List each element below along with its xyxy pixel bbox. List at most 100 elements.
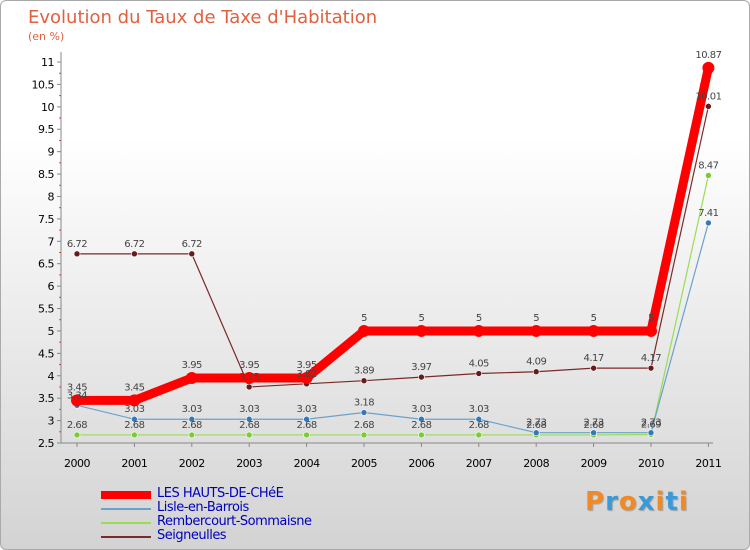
series-lines bbox=[76, 66, 713, 436]
data-label: 2.68 bbox=[526, 420, 546, 431]
data-point bbox=[702, 61, 715, 74]
data-label: 5 bbox=[533, 313, 539, 324]
data-point bbox=[185, 372, 198, 385]
data-point bbox=[188, 431, 196, 439]
chart-title: Evolution du Taux de Taxe d'Habitation bbox=[28, 7, 378, 28]
data-label: 5 bbox=[418, 313, 424, 324]
data-point bbox=[360, 431, 368, 439]
data-point bbox=[705, 103, 712, 110]
x-tick-label: 2002 bbox=[179, 457, 205, 470]
y-tick-label: 4.5 bbox=[38, 347, 54, 360]
legend-label: Seigneulles bbox=[157, 528, 227, 543]
data-point bbox=[587, 324, 600, 337]
data-point bbox=[245, 431, 253, 439]
y-tick-label: 4 bbox=[48, 370, 55, 383]
legend-swatch bbox=[101, 522, 151, 524]
data-label: 5 bbox=[476, 313, 482, 324]
data-point bbox=[705, 219, 712, 227]
data-label: 3.75 bbox=[239, 372, 259, 383]
data-labels: 3.45 3.45 3.95 3.95 3.95 5 5 5 5 5 5 10.87 3.34 3.03 3… bbox=[67, 50, 722, 431]
data-point bbox=[530, 324, 543, 337]
data-point bbox=[705, 172, 712, 179]
data-point bbox=[243, 372, 256, 385]
data-point bbox=[71, 394, 83, 407]
data-label: 3.82 bbox=[296, 369, 316, 380]
y-tick-label: 3 bbox=[48, 415, 55, 428]
y-tick-label: 6 bbox=[48, 280, 55, 293]
logo-letter: i bbox=[655, 487, 666, 517]
data-label: 4.05 bbox=[469, 359, 489, 370]
data-label: 2.68 bbox=[124, 420, 144, 431]
data-label: 3.95 bbox=[296, 360, 316, 371]
y-tick-label: 5.5 bbox=[38, 303, 54, 316]
axes: 2.5 3 3.5 4 4.5 5 5.5 6 6.5 7 7.5 8 8.5 9 9.5 10 10.5 11 2… bbox=[32, 52, 722, 470]
data-point bbox=[188, 250, 196, 258]
data-label: 2.73 bbox=[583, 418, 603, 429]
data-label: 2.68 bbox=[354, 420, 374, 431]
y-tick-label: 10 bbox=[41, 101, 54, 114]
y-tick-label: 10.5 bbox=[32, 78, 55, 91]
legend-label: Lisle-en-Barrois bbox=[157, 500, 249, 515]
data-point bbox=[645, 324, 657, 337]
data-label: 4.17 bbox=[583, 353, 603, 364]
y-tick-label: 6.5 bbox=[38, 258, 54, 271]
logo-letter: x bbox=[637, 487, 656, 517]
series-line-0 bbox=[77, 66, 713, 405]
data-label: 3.95 bbox=[239, 360, 259, 371]
data-point bbox=[73, 431, 81, 439]
logo-letter: i bbox=[678, 487, 689, 517]
legend-swatch bbox=[101, 491, 151, 499]
data-label: 2.73 bbox=[641, 418, 661, 429]
legend-label: LES HAUTS-DE-CHéE bbox=[157, 486, 284, 501]
series-line-2 bbox=[77, 175, 709, 436]
data-label: 2.68 bbox=[296, 420, 316, 431]
data-label: 2.69 bbox=[641, 419, 661, 430]
data-label: 2.68 bbox=[182, 420, 202, 431]
data-point bbox=[358, 324, 370, 337]
data-label: 10.87 bbox=[695, 50, 721, 61]
data-point bbox=[360, 409, 368, 416]
y-tick-label: 7 bbox=[48, 235, 55, 248]
data-label: 7.41 bbox=[698, 208, 718, 219]
logo-letter: t bbox=[665, 487, 679, 517]
data-label: 2.68 bbox=[67, 420, 87, 431]
x-tick-label: 2007 bbox=[466, 457, 492, 470]
y-tick-label: 9 bbox=[48, 146, 55, 159]
legend-swatch bbox=[101, 508, 151, 510]
x-tick-label: 2009 bbox=[581, 457, 607, 470]
data-label: 3.89 bbox=[354, 366, 374, 377]
data-point bbox=[415, 324, 428, 337]
x-tick-label: 2001 bbox=[121, 457, 147, 470]
legend-label: Rembercourt-Sommaisne bbox=[157, 514, 312, 529]
data-point bbox=[131, 431, 138, 439]
data-point bbox=[475, 370, 483, 377]
data-label: 4.17 bbox=[641, 353, 661, 364]
data-point bbox=[532, 429, 540, 436]
data-label: 3.95 bbox=[182, 360, 202, 371]
data-label: 5 bbox=[591, 313, 597, 324]
data-point bbox=[418, 415, 425, 423]
data-point bbox=[472, 324, 485, 337]
logo-letter: r bbox=[605, 487, 619, 517]
data-label: 3.34 bbox=[67, 390, 87, 401]
y-tick-label: 2.5 bbox=[38, 437, 54, 450]
data-point bbox=[131, 250, 138, 258]
data-label: 2.68 bbox=[239, 420, 259, 431]
data-point bbox=[647, 429, 655, 436]
data-point bbox=[128, 394, 141, 407]
data-label: 10.01 bbox=[695, 91, 721, 102]
x-tick-label: 2005 bbox=[351, 457, 377, 470]
y-tick-label: 3.5 bbox=[38, 392, 54, 405]
y-tick-label: 11 bbox=[41, 56, 54, 69]
data-label: 6.72 bbox=[67, 239, 87, 250]
data-label: 2.68 bbox=[469, 420, 489, 431]
y-tick-label: 8.5 bbox=[38, 168, 54, 181]
data-point bbox=[73, 250, 81, 258]
data-point bbox=[590, 364, 597, 372]
y-tick-label: 7.5 bbox=[38, 213, 54, 226]
y-tick-label: 8 bbox=[48, 190, 55, 203]
data-label: 6.72 bbox=[124, 239, 144, 250]
data-label: 2.68 bbox=[411, 420, 431, 431]
